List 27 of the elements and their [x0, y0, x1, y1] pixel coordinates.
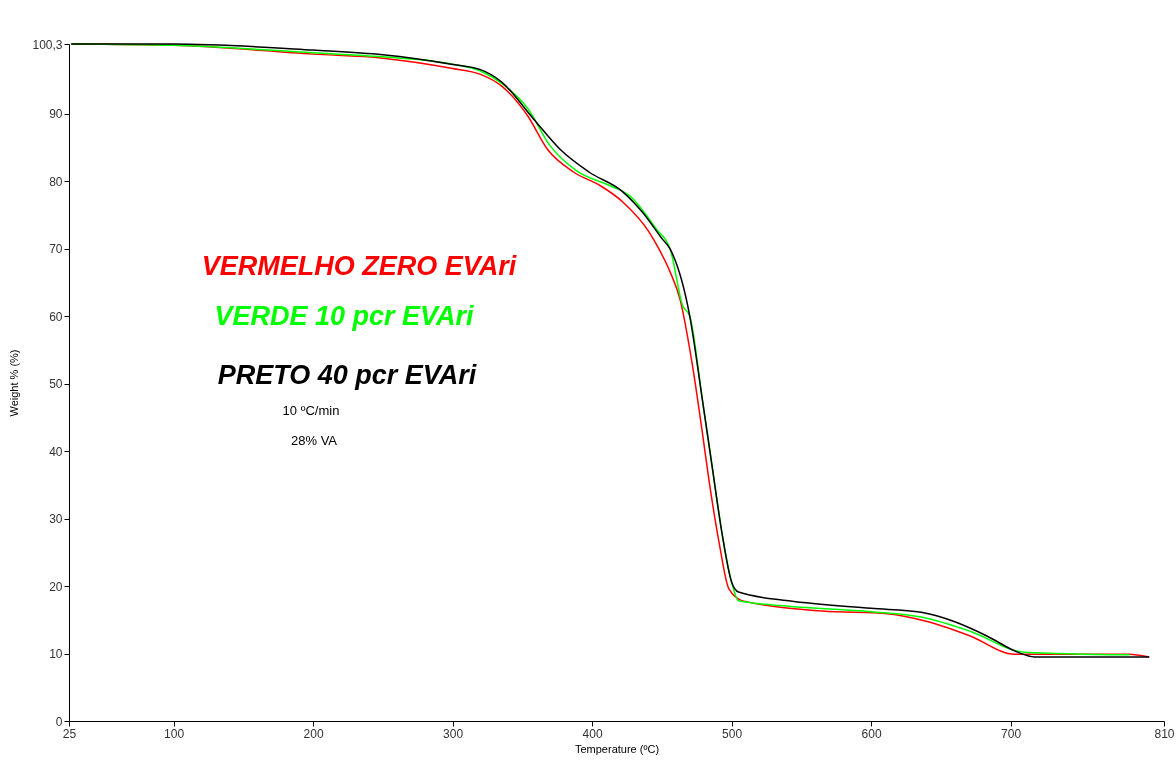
annotation: 10 ºC/min [282, 403, 340, 418]
text: PRETO 40 pcr EVAri [217, 360, 477, 390]
y-tick-label: 90 [49, 107, 63, 122]
y-tick-label: 0 [55, 714, 63, 729]
x-tick-label: 810 [1154, 726, 1175, 741]
x-tick-label: 700 [1001, 726, 1022, 741]
x-tick-label: 400 [582, 726, 603, 741]
x-tick-label: 500 [722, 726, 743, 741]
y-tick-label: 20 [49, 579, 63, 594]
y-tick-label: 60 [49, 309, 63, 324]
y-tick-label: 10 [49, 647, 63, 661]
annotation: 28% VA [290, 433, 338, 448]
y-tick-label: 40 [49, 444, 63, 459]
y-tick-label: 70 [49, 242, 63, 257]
x-tick-label: 600 [861, 726, 882, 741]
x-tick-label: 100 [164, 726, 185, 741]
x-axis-title: Temperature (ºC) [574, 742, 660, 755]
y-tick-label: 30 [49, 512, 63, 527]
text: VERMELHO ZERO EVAri [201, 251, 517, 281]
y-tick-label: 80 [49, 174, 63, 189]
y-axis-title: Weight % (%) [8, 349, 21, 417]
text: VERDE 10 pcr EVAri [214, 301, 475, 331]
y-tick-label: 50 [49, 377, 63, 392]
x-tick-label: 300 [443, 726, 464, 741]
y-tick-label: 100,3 [32, 37, 63, 52]
x-tick-label: 200 [303, 726, 324, 741]
x-tick-label: 25 [62, 726, 77, 741]
